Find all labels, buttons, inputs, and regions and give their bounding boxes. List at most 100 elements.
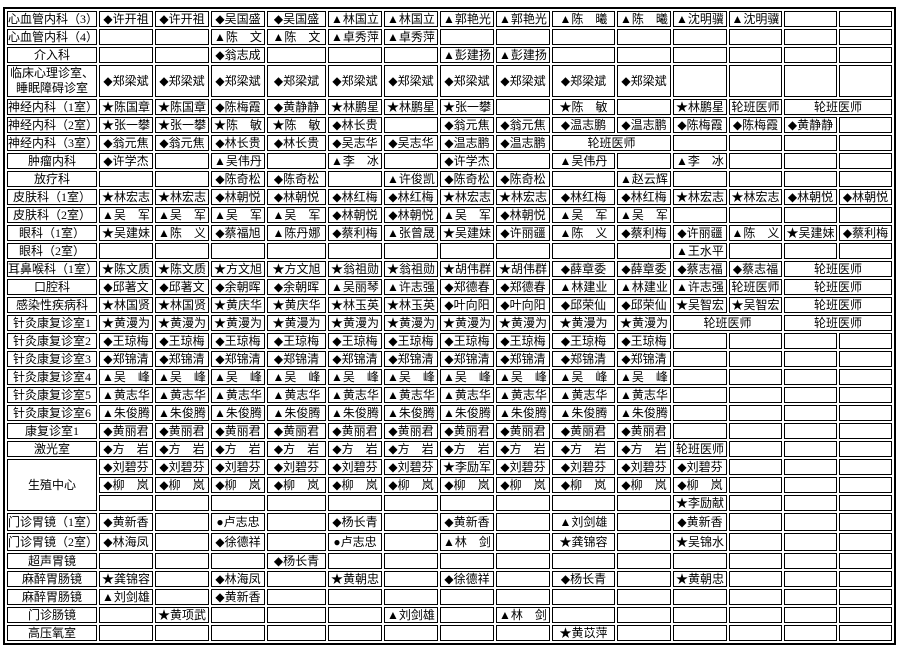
dept-label-cell: 超声胃镜 <box>7 553 97 569</box>
empty-cell <box>784 405 837 421</box>
table-row: 高压氧室 ★黄苡萍 <box>7 625 892 641</box>
empty-cell <box>328 495 382 511</box>
empty-cell <box>784 135 837 151</box>
duty-cell: ◆许开祖 <box>99 11 153 27</box>
empty-cell <box>673 369 727 385</box>
duty-cell: ★林宏志 <box>673 189 727 205</box>
duty-cell: ▲陈 文 <box>211 29 265 45</box>
empty-cell <box>784 171 837 187</box>
duty-cell: ★林宏志 <box>99 189 153 205</box>
duty-cell: ▲陈 曦 <box>552 11 615 27</box>
duty-cell: ◆刘碧芬 <box>496 459 550 475</box>
duty-roster-table: 心血管内科（3） ◆许开祖 ◆许开祖 ◆吴国盛 ◆吴国盛 ▲林国立 ▲林国立 ▲郭艳光 ▲郭艳光… <box>3 7 896 645</box>
empty-cell <box>496 29 550 45</box>
empty-cell <box>673 553 727 569</box>
duty-cell: ▲李 冰 <box>328 153 382 169</box>
duty-cell: ◆郑梁斌 <box>440 65 494 97</box>
duty-cell: ◆王琼梅 <box>617 333 671 349</box>
empty-cell <box>440 243 494 259</box>
empty-cell <box>440 589 494 605</box>
duty-cell: ▲黄志华 <box>267 387 326 403</box>
empty-cell <box>267 47 326 63</box>
duty-cell: ★方文旭 <box>211 261 265 277</box>
duty-cell: ▲吴 军 <box>440 207 494 223</box>
duty-cell: ▲吴伟丹 <box>552 153 615 169</box>
empty-cell <box>784 369 837 385</box>
empty-cell <box>496 625 550 641</box>
duty-cell: ◆郑锦清 <box>496 351 550 367</box>
empty-cell <box>384 553 438 569</box>
duty-cell: ★林宏志 <box>155 189 209 205</box>
table-row: 超声胃镜 ◆杨长青 <box>7 553 892 569</box>
duty-cell: ★胡伟群 <box>440 261 494 277</box>
empty-cell <box>384 513 438 531</box>
duty-cell: ★张一攀 <box>99 117 153 133</box>
empty-cell <box>784 459 837 475</box>
duty-cell: ★胡伟群 <box>496 261 550 277</box>
duty-cell: 轮班医师 <box>784 315 892 331</box>
duty-cell: ★陈国章 <box>99 99 153 115</box>
duty-cell: ★方文旭 <box>267 261 326 277</box>
duty-cell: ★黄苡萍 <box>552 625 615 641</box>
empty-cell <box>384 153 438 169</box>
duty-cell: ★黄漫为 <box>99 315 153 331</box>
table-row: 麻醉胃肠镜 ▲刘剑雄 ◆黄新香 <box>7 589 892 605</box>
duty-cell: ◆温志鹏 <box>496 135 550 151</box>
dept-label-cell: 介入科 <box>7 47 97 63</box>
duty-cell: ★翁祖勋 <box>328 261 382 277</box>
duty-cell: ★黄庆华 <box>211 297 265 313</box>
empty-cell <box>729 495 782 511</box>
duty-cell: ▲陈 义 <box>155 225 209 241</box>
duty-cell: ◆蔡利梅 <box>328 225 382 241</box>
duty-cell: 轮班医师 <box>729 99 782 115</box>
empty-cell <box>384 589 438 605</box>
duty-cell: ▲吴伟丹 <box>211 153 265 169</box>
duty-cell: ▲卓秀萍 <box>384 29 438 45</box>
table-row: 眼科（2室） ▲王水平 <box>7 243 892 259</box>
dept-label-cell: 放疗科 <box>7 171 97 187</box>
duty-cell: ▲吴 军 <box>211 207 265 223</box>
table-row: 麻醉胃肠镜 ★龚锦容 ◆林海凤 ★黄朝忠 ◆徐德祥 ◆杨长青 ★黄朝忠 <box>7 571 892 587</box>
empty-cell <box>99 553 153 569</box>
duty-cell: ▲林国立 <box>384 11 438 27</box>
empty-cell <box>384 243 438 259</box>
dept-label-cell: 感染性疾病科 <box>7 297 97 313</box>
empty-cell <box>496 571 550 587</box>
duty-cell: ◆翁志成 <box>211 47 265 63</box>
empty-cell <box>729 533 782 551</box>
duty-cell: ◆吴国盛 <box>267 11 326 27</box>
empty-cell <box>784 477 837 493</box>
table-row: 皮肤科（2室） ▲吴 军 ▲吴 军 ▲吴 军 ▲吴 军 ◆林朝悦 ◆林朝悦 ▲吴 军 ◆林朝悦 ▲… <box>7 207 892 223</box>
duty-cell: ▲刘剑雄 <box>99 589 153 605</box>
empty-cell <box>155 571 209 587</box>
empty-cell <box>729 405 782 421</box>
table-row: 耳鼻喉科（1室） ★陈文质 ★陈文质 ★方文旭 ★方文旭 ★翁祖勋 ★翁祖勋 ★胡伟群 ★胡伟群… <box>7 261 892 277</box>
empty-cell <box>552 243 615 259</box>
empty-cell <box>211 243 265 259</box>
empty-cell <box>673 171 727 187</box>
duty-cell: ◆柳 岚 <box>496 477 550 493</box>
duty-cell: ▲黄志华 <box>155 387 209 403</box>
duty-cell: ◆林长贵 <box>211 135 265 151</box>
dept-label-cell: 针灸康复诊室3 <box>7 351 97 367</box>
duty-cell: ◆刘碧芬 <box>267 459 326 475</box>
duty-cell: ◆余朝晖 <box>267 279 326 295</box>
duty-cell: ◆刘碧芬 <box>552 459 615 475</box>
duty-cell: ★黄漫为 <box>211 315 265 331</box>
empty-cell <box>839 369 892 385</box>
duty-cell: ◆方 岩 <box>211 441 265 457</box>
dept-label-cell: 心血管内科（3） <box>7 11 97 27</box>
duty-cell: ▲吴 峰 <box>155 369 209 385</box>
empty-cell <box>784 533 837 551</box>
duty-cell: ▲吴 峰 <box>211 369 265 385</box>
duty-cell: ★吴智宏 <box>729 297 782 313</box>
empty-cell <box>673 333 727 349</box>
duty-cell: ★黄漫为 <box>496 315 550 331</box>
duty-cell: ▲黄志华 <box>440 387 494 403</box>
empty-cell <box>673 47 727 63</box>
duty-cell: ★林宏志 <box>440 189 494 205</box>
duty-cell: ◆郑锦清 <box>552 351 615 367</box>
duty-cell: ◆林红梅 <box>328 189 382 205</box>
